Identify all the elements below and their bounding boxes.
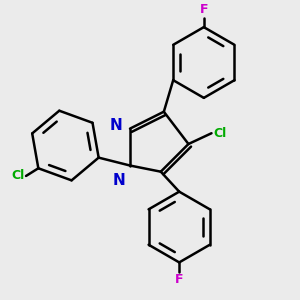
Text: N: N	[110, 118, 122, 133]
Text: F: F	[175, 273, 184, 286]
Text: N: N	[112, 173, 125, 188]
Text: Cl: Cl	[213, 127, 226, 140]
Text: Cl: Cl	[11, 169, 25, 182]
Text: F: F	[200, 3, 208, 16]
